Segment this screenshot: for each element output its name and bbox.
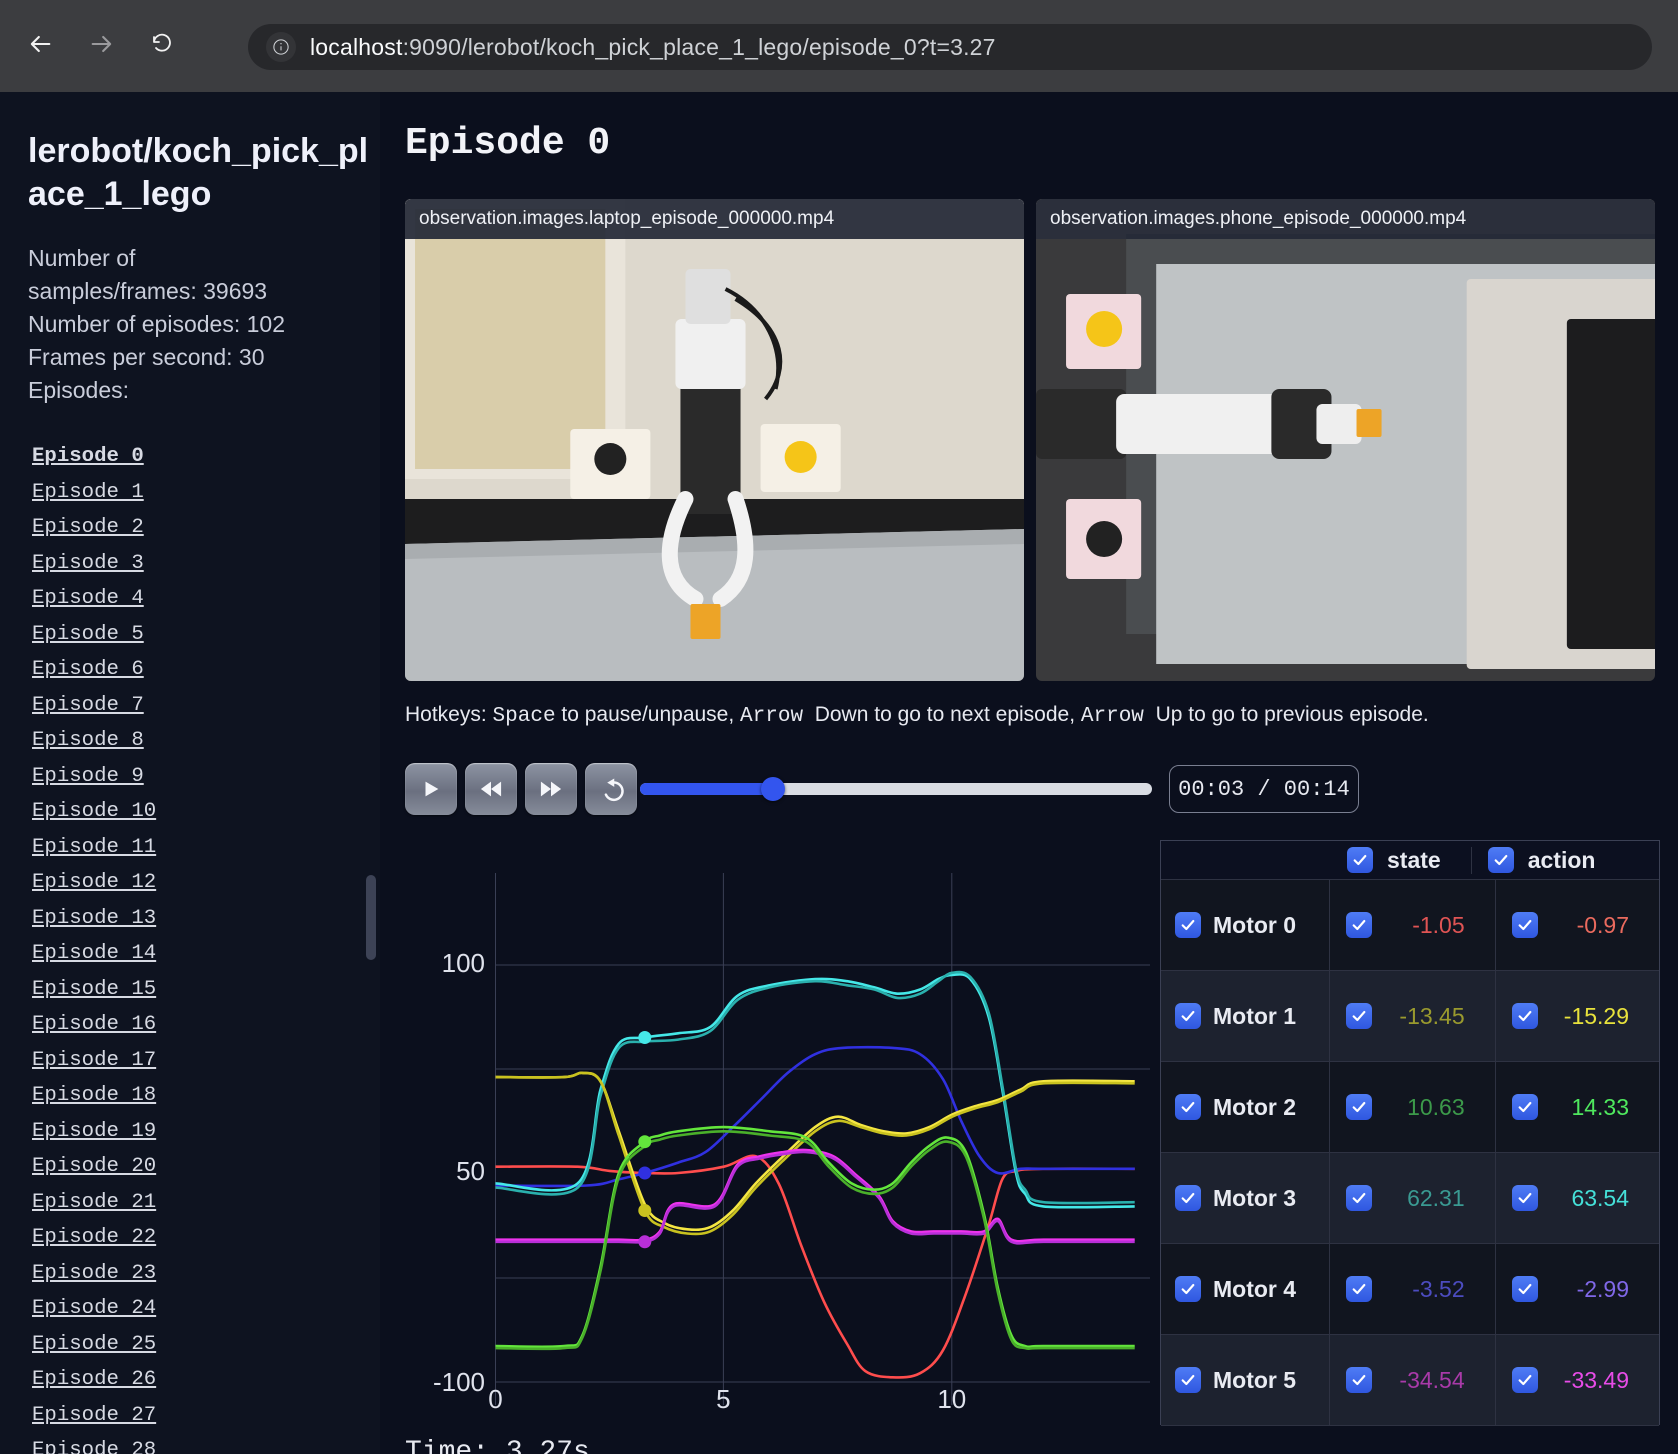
svg-text:0: 0: [488, 1384, 502, 1414]
svg-text:-100: -100: [433, 1367, 485, 1397]
svg-text:100: 100: [442, 948, 485, 978]
svg-text:10: 10: [937, 1384, 966, 1414]
svg-text:5: 5: [716, 1384, 730, 1414]
svg-text:50: 50: [456, 1156, 485, 1186]
